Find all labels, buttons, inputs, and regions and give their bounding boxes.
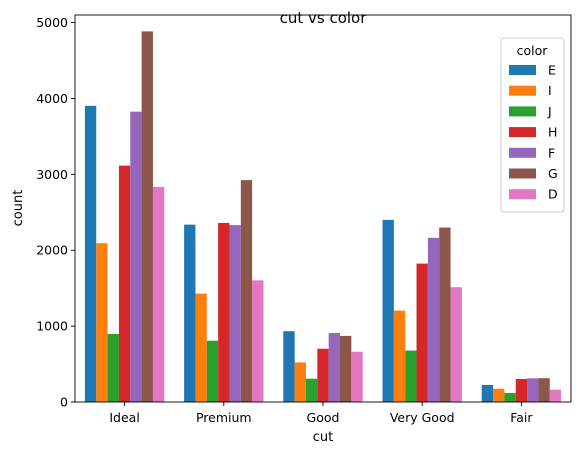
legend-swatch-i [509, 85, 536, 96]
x-tick-label: Very Good [390, 410, 455, 425]
legend-swatch-d [509, 189, 536, 200]
bar-fair-h [515, 379, 528, 402]
y-tick-label: 5000 [36, 15, 68, 30]
bar-fair-f [527, 378, 539, 402]
bar-premium-f [229, 225, 241, 402]
bar-very-good-j [405, 350, 417, 402]
bar-fair-g [538, 378, 550, 402]
bar-good-e [283, 331, 295, 402]
bar-very-good-e [382, 219, 394, 402]
legend-swatch-j [509, 106, 536, 117]
bar-good-d [351, 351, 363, 402]
y-axis-label: count [11, 190, 26, 227]
y-tick-label: 3000 [36, 167, 68, 182]
y-axis: 0 1000 2000 3000 4000 5000 [36, 15, 75, 410]
bars-group [84, 31, 562, 403]
y-tick-label: 4000 [36, 91, 68, 106]
bar-premium-e [184, 224, 196, 402]
bar-fair-i [493, 388, 505, 402]
bar-good-g [340, 335, 352, 402]
legend-swatch-f [509, 147, 536, 158]
legend-swatch-g [509, 168, 536, 179]
legend-label-f: F [548, 145, 555, 160]
bar-ideal-d [152, 186, 165, 402]
x-axis: Ideal Premium Good Very Good Fair [109, 402, 533, 425]
bar-premium-g [240, 180, 253, 402]
bar-very-good-g [439, 227, 451, 402]
bar-very-good-f [427, 237, 440, 402]
bar-ideal-g [141, 31, 153, 402]
bar-good-h [317, 348, 329, 402]
legend-swatch-e [509, 65, 536, 75]
y-tick-label: 2000 [36, 243, 68, 258]
y-tick-label: 1000 [36, 319, 68, 334]
legend-label-h: H [548, 125, 557, 140]
bar-very-good-i [393, 310, 406, 402]
bar-very-good-d [450, 287, 462, 402]
x-tick-label: Fair [510, 410, 533, 425]
x-tick-label: Premium [196, 410, 252, 425]
bar-premium-j [206, 340, 219, 402]
bar-ideal-f [130, 111, 142, 403]
legend-title: color [517, 43, 549, 58]
bar-premium-d [252, 280, 264, 402]
bar-very-good-h [416, 263, 428, 402]
chart-title: cut vs color [280, 9, 368, 27]
x-tick-label: Good [307, 410, 340, 425]
bar-ideal-e [84, 105, 97, 402]
bar-good-f [328, 333, 341, 402]
bar-premium-h [218, 222, 230, 402]
bar-ideal-h [118, 165, 131, 402]
x-tick-label: Ideal [109, 410, 139, 425]
bar-fair-d [549, 389, 562, 402]
legend-swatch-h [509, 127, 536, 138]
bar-good-j [305, 378, 318, 402]
bar-ideal-j [107, 334, 119, 402]
bar-good-i [294, 362, 306, 402]
legend-label-j: J [547, 104, 552, 119]
legend-label-e: E [548, 63, 556, 78]
bar-ideal-i [96, 243, 108, 402]
x-axis-label: cut [313, 430, 333, 445]
legend-label-d: D [548, 187, 558, 202]
bar-premium-i [195, 293, 207, 402]
bar-fair-e [481, 385, 494, 402]
y-tick-label: 0 [60, 395, 68, 410]
bar-fair-j [504, 392, 516, 402]
legend-label-i: I [548, 83, 552, 98]
legend-label-g: G [548, 166, 558, 181]
